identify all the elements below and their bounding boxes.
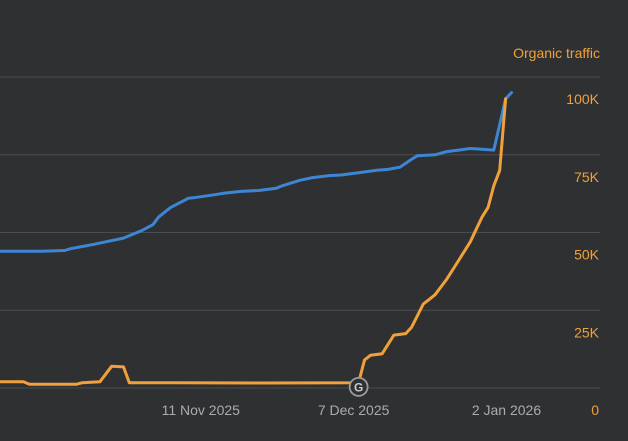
x-tick-label: 7 Dec 2025 [318, 402, 390, 418]
x-tick-label: 11 Nov 2025 [162, 402, 241, 418]
google-marker-circle [348, 376, 369, 397]
series-lines [0, 91, 513, 386]
google-update-marker[interactable]: G [348, 376, 369, 397]
y-axis-ticks: 0 25K 50K 75K 100K [566, 91, 599, 418]
y-axis-title: Organic traffic [513, 45, 600, 61]
gridlines [0, 76, 600, 389]
x-axis-ticks: 11 Nov 2025 7 Dec 2025 2 Jan 2026 [162, 402, 542, 418]
y-tick-label: 0 [591, 402, 599, 418]
series-orange-line [0, 97, 508, 386]
y-tick-label: 100K [566, 91, 599, 107]
x-tick-label: 2 Jan 2026 [472, 402, 541, 418]
google-marker-label: G [354, 380, 363, 394]
y-tick-label: 75K [574, 169, 600, 185]
series-blue-line [0, 91, 513, 253]
y-tick-label: 50K [574, 247, 600, 263]
y-tick-label: 25K [574, 324, 600, 340]
annotations: G [348, 376, 369, 397]
